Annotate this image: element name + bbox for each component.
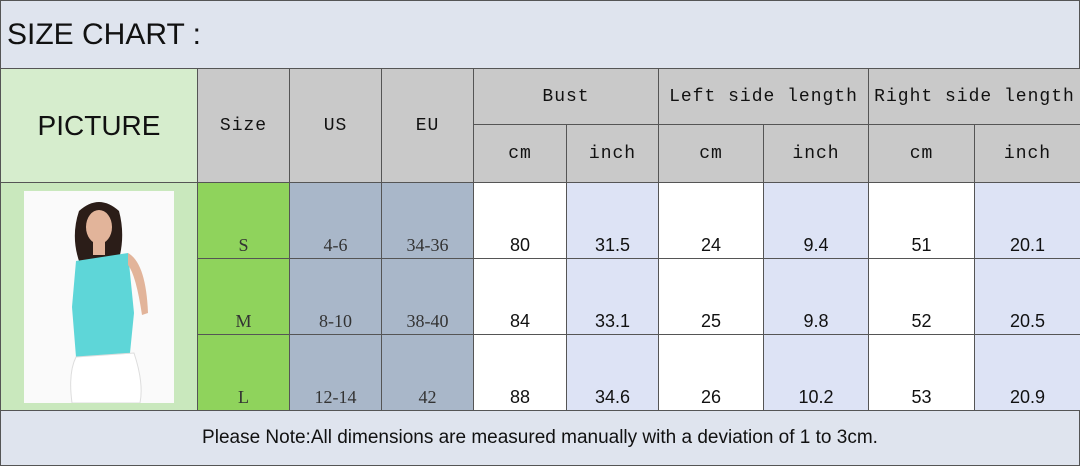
table-cell-text: 24 xyxy=(700,235,722,255)
unit-header-text: cm xyxy=(909,143,934,164)
unit-header: cm xyxy=(658,124,764,183)
table-cell: 80 xyxy=(473,182,567,259)
table-cell-text: 9.8 xyxy=(803,311,829,331)
unit-header: cm xyxy=(868,124,975,183)
table-cell-text: L xyxy=(238,387,249,407)
table-cell-text: 31.5 xyxy=(594,235,631,255)
table-cell: 4-6 xyxy=(289,182,382,259)
unit-header-text: inch xyxy=(792,143,840,164)
unit-header-text: cm xyxy=(508,143,532,164)
table-cell-text: 20.5 xyxy=(1009,311,1046,331)
picture-header: PICTURE xyxy=(0,68,198,183)
title-bar: SIZE CHART : xyxy=(0,0,1080,69)
table-cell-text: 33.1 xyxy=(594,311,631,331)
table-cell-text: 51 xyxy=(911,235,932,255)
table-cell: 8-10 xyxy=(289,258,382,335)
table-cell-text: 88 xyxy=(509,387,531,407)
table-cell-text: 9.4 xyxy=(803,235,829,255)
table-cell: 31.5 xyxy=(566,182,659,259)
unit-header-text: inch xyxy=(1003,143,1052,164)
table-cell-text: 20.9 xyxy=(1009,387,1046,407)
table-cell-text: 10.2 xyxy=(798,387,834,407)
table-cell: 25 xyxy=(658,258,764,335)
eu-header-text: EU xyxy=(415,115,440,136)
unit-header: cm xyxy=(473,124,567,183)
table-cell-text: S xyxy=(238,235,249,255)
table-cell-text: 38-40 xyxy=(406,311,449,331)
table-cell-text: 12-14 xyxy=(314,387,357,407)
table-cell: 20.1 xyxy=(974,182,1080,259)
table-cell-text: 80 xyxy=(509,235,531,255)
note-bar: Please Note:All dimensions are measured … xyxy=(0,410,1080,466)
table-cell: 9.8 xyxy=(763,258,869,335)
table-cell-text: 53 xyxy=(911,387,932,407)
table-cell-text: 42 xyxy=(418,387,437,407)
table-cell-text: 8-10 xyxy=(319,311,352,331)
size-header-text: Size xyxy=(219,115,268,136)
table-cell: 33.1 xyxy=(566,258,659,335)
table-cell: S xyxy=(197,182,290,259)
table-cell: 12-14 xyxy=(289,334,382,411)
us-header: US xyxy=(289,68,382,183)
group-header: Right side length xyxy=(868,68,1080,125)
us-header-text: US xyxy=(323,115,348,136)
table-cell-text: 25 xyxy=(700,311,722,331)
table-cell-text: 84 xyxy=(509,311,531,331)
unit-header: inch xyxy=(566,124,659,183)
picture-cell xyxy=(0,182,198,411)
table-cell-text: 20.1 xyxy=(1009,235,1046,255)
table-cell-text: M xyxy=(235,311,252,331)
group-header-text: Bust xyxy=(542,86,590,107)
table-cell-text: 4-6 xyxy=(323,235,348,255)
unit-header: inch xyxy=(763,124,869,183)
table-cell: 88 xyxy=(473,334,567,411)
table-cell: 20.9 xyxy=(974,334,1080,411)
table-cell-text: 34-36 xyxy=(406,235,449,255)
unit-header: inch xyxy=(974,124,1080,183)
table-cell: 24 xyxy=(658,182,764,259)
table-cell: 20.5 xyxy=(974,258,1080,335)
unit-header-text: inch xyxy=(588,143,637,164)
eu-header: EU xyxy=(381,68,474,183)
note: Please Note:All dimensions are measured … xyxy=(202,427,878,448)
title: SIZE CHART : xyxy=(7,17,201,51)
table-cell: 34-36 xyxy=(381,182,474,259)
table-cell: 52 xyxy=(868,258,975,335)
table-cell: 9.4 xyxy=(763,182,869,259)
table-cell: 84 xyxy=(473,258,567,335)
table-cell: 34.6 xyxy=(566,334,659,411)
table-cell-text: 26 xyxy=(700,387,722,407)
table-cell: 26 xyxy=(658,334,764,411)
picture-label: PICTURE xyxy=(37,109,161,141)
table-cell: 51 xyxy=(868,182,975,259)
table-cell: 42 xyxy=(381,334,474,411)
product-photo xyxy=(24,190,174,403)
size-header: Size xyxy=(197,68,290,183)
table-cell-text: 34.6 xyxy=(594,387,631,407)
group-header-text: Right side length xyxy=(874,86,1075,107)
group-header: Bust xyxy=(473,68,659,125)
table-cell: 10.2 xyxy=(763,334,869,411)
table-cell: M xyxy=(197,258,290,335)
table-cell-text: 52 xyxy=(911,311,932,331)
group-header-text: Left side length xyxy=(669,86,858,107)
table-cell: 53 xyxy=(868,334,975,411)
table-cell: 38-40 xyxy=(381,258,474,335)
table-cell: L xyxy=(197,334,290,411)
unit-header-text: cm xyxy=(699,143,723,164)
group-header: Left side length xyxy=(658,68,869,125)
